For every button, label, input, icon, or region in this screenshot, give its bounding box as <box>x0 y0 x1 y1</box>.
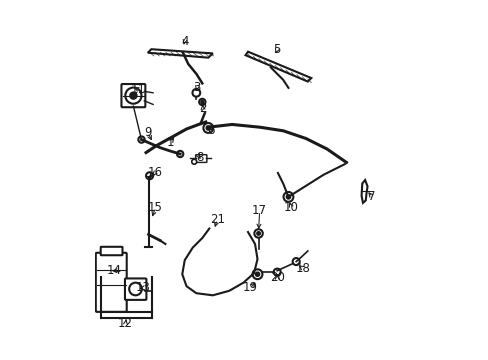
Circle shape <box>286 195 290 199</box>
Circle shape <box>129 283 142 295</box>
Circle shape <box>177 151 183 157</box>
Polygon shape <box>245 52 311 82</box>
Text: 17: 17 <box>252 204 266 217</box>
Text: 4: 4 <box>181 35 188 48</box>
Circle shape <box>191 159 196 164</box>
Text: 13: 13 <box>136 282 151 294</box>
Polygon shape <box>361 180 367 203</box>
FancyBboxPatch shape <box>96 253 126 312</box>
Circle shape <box>206 126 210 130</box>
Circle shape <box>125 87 141 104</box>
Circle shape <box>199 99 205 105</box>
Text: 6: 6 <box>206 123 214 136</box>
Text: 10: 10 <box>283 201 298 213</box>
Text: 15: 15 <box>148 201 163 214</box>
Circle shape <box>201 100 203 103</box>
Circle shape <box>252 269 262 279</box>
Text: 3: 3 <box>193 81 200 94</box>
Circle shape <box>283 192 293 202</box>
Text: 5: 5 <box>273 43 280 56</box>
Circle shape <box>130 92 137 99</box>
Text: 16: 16 <box>148 166 163 179</box>
Text: 19: 19 <box>243 282 258 294</box>
Text: 21: 21 <box>209 213 224 226</box>
Circle shape <box>138 136 144 143</box>
Circle shape <box>254 229 262 238</box>
FancyBboxPatch shape <box>125 278 146 300</box>
Text: 9: 9 <box>144 126 151 139</box>
Text: 12: 12 <box>118 316 133 330</box>
Circle shape <box>146 172 153 179</box>
Circle shape <box>255 272 259 276</box>
Text: 7: 7 <box>367 190 375 203</box>
FancyBboxPatch shape <box>121 84 145 107</box>
FancyBboxPatch shape <box>101 247 122 255</box>
Circle shape <box>273 269 280 276</box>
Circle shape <box>292 258 299 265</box>
FancyBboxPatch shape <box>195 155 206 162</box>
Circle shape <box>203 123 213 133</box>
Circle shape <box>192 89 200 97</box>
Text: 1: 1 <box>166 135 174 149</box>
Text: 20: 20 <box>269 271 284 284</box>
Polygon shape <box>147 49 212 58</box>
Text: 18: 18 <box>295 262 310 275</box>
Text: 8: 8 <box>196 151 203 165</box>
Text: 2: 2 <box>199 103 206 116</box>
Text: 14: 14 <box>106 264 121 277</box>
Circle shape <box>256 232 260 235</box>
Text: 11: 11 <box>130 83 145 96</box>
